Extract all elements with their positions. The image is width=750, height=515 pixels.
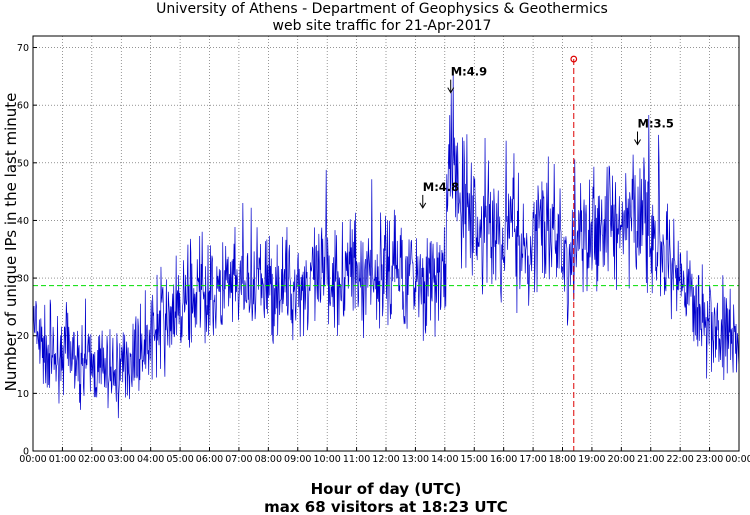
x-tick-label: 18:00 [549,454,576,465]
y-axis-label: Number of unique IPs in the last minute [2,93,20,392]
earthquake-annotation: M:3.5 [634,117,674,146]
x-tick-label: 20:00 [608,454,635,465]
x-tick-label: 08:00 [255,454,282,465]
y-tick-label: 60 [17,101,29,112]
x-tick-label: 15:00 [461,454,488,465]
x-tick-label: 14:00 [431,454,458,465]
plot-frame [32,35,740,452]
x-tick-label: 17:00 [519,454,546,465]
earthquake-annotation: M:4.9 [447,65,487,94]
x-tick-label: 11:00 [343,454,370,465]
x-axis-ticks: 00:00 01:00 02:00 03:00 04:00 05:00 06:00 07:00… [19,454,750,465]
chart-title: University of Athens - Department of Geo… [156,1,608,17]
y-tick-label: 40 [17,216,29,227]
x-tick-label: 12:00 [372,454,399,465]
annotation-label: M:4.9 [451,65,487,79]
x-tick-label: 10:00 [313,454,340,465]
x-tick-label: 02:00 [78,454,105,465]
annotation-arrowhead [419,202,427,209]
y-tick-label: 50 [17,158,29,169]
annotation-arrowhead [447,87,455,94]
x-tick-label: 00:00 [19,454,46,465]
series-group [32,74,740,419]
x-tick-label: 03:00 [108,454,135,465]
earthquake-annotation: M:4.8 [419,180,459,209]
x-tick-label: 22:00 [666,454,693,465]
series-line [32,74,740,419]
x-tick-label: 07:00 [225,454,252,465]
y-tick-label: 30 [17,274,29,285]
x-tick-label: 05:00 [166,454,193,465]
grid-lines [32,36,740,452]
annotation-label: M:3.5 [638,117,674,131]
x-tick-label: 06:00 [196,454,223,465]
x-tick-label: 01:00 [49,454,76,465]
x-axis-label: Hour of day (UTC) [311,480,462,498]
annotations: M:4.8 M:4.9 M:3.5 [419,65,674,209]
y-tick-label: 70 [17,43,29,54]
y-tick-label: 20 [17,331,29,342]
max-marker [570,55,578,63]
chart-subtitle: web site traffic for 21-Apr-2017 [273,18,492,34]
x-tick-label: 00:00 [725,454,750,465]
x-tick-label: 13:00 [402,454,429,465]
x-tick-label: 21:00 [637,454,664,465]
y-axis-ticks: 0 10 20 30 40 50 60 70 [17,43,29,457]
reference-lines [33,55,739,451]
max-visitors-note: max 68 visitors at 18:23 UTC [264,498,508,515]
x-tick-label: 09:00 [284,454,311,465]
annotation-arrowhead [634,139,641,146]
x-tick-label: 19:00 [578,454,605,465]
y-tick-label: 0 [23,447,29,458]
x-tick-label: 23:00 [696,454,723,465]
y-tick-label: 10 [17,389,29,400]
x-tick-label: 04:00 [137,454,164,465]
annotation-label: M:4.8 [423,180,459,194]
x-tick-label: 16:00 [490,454,517,465]
